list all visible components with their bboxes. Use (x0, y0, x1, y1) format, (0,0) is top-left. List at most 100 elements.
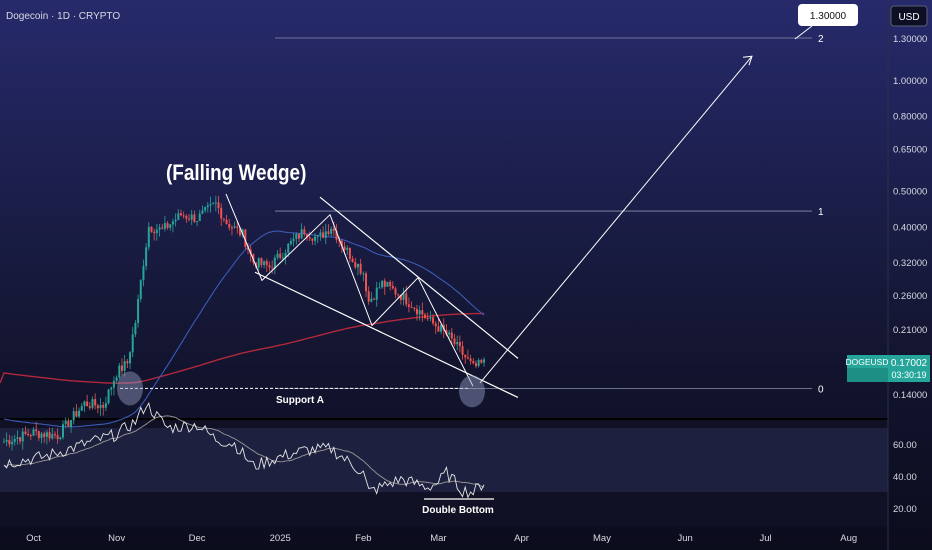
price-tag-ticker: DOGEUSD (846, 357, 889, 367)
candle-body (19, 437, 22, 442)
candle-body (80, 406, 83, 411)
candle-body (166, 223, 169, 228)
candle-body (72, 411, 75, 421)
price-tick-label: 0.40000 (893, 222, 927, 233)
candle-body (217, 202, 220, 208)
candle-body (212, 203, 215, 205)
time-tick-label: Jul (759, 533, 771, 544)
candle-body (381, 280, 384, 288)
candle-body (225, 219, 228, 224)
candle-body (327, 231, 330, 234)
candle-body (59, 437, 62, 440)
rsi-ma-line (3, 415, 485, 488)
candle-body (249, 249, 252, 255)
candle-body (27, 433, 30, 436)
projection-arrow (479, 55, 753, 384)
price-tag-value-bg (888, 355, 930, 382)
drawings (117, 55, 753, 500)
candle-body (370, 298, 373, 302)
candle-body (257, 258, 260, 268)
rsi-tick-label: 60.00 (893, 440, 917, 451)
price-tick-label: 0.50000 (893, 187, 927, 198)
candle-body (359, 263, 362, 274)
ma-slow-line (0, 312, 485, 384)
wedge-upper-line (319, 196, 519, 359)
candle-body (102, 404, 105, 408)
candle-body (137, 298, 140, 323)
candle-body (35, 429, 38, 432)
candle-body (311, 238, 314, 241)
rsi-indicator (3, 402, 485, 499)
candle-body (177, 213, 180, 220)
ma-fast-line (3, 230, 485, 428)
candle-body (185, 216, 188, 219)
candle-body (43, 433, 46, 437)
candle-body (284, 253, 287, 258)
candle-body (91, 399, 94, 408)
candle-body (306, 234, 309, 238)
candle-body (324, 231, 327, 238)
candle-body (405, 293, 408, 305)
candle-body (289, 240, 292, 244)
candle-body (147, 226, 150, 248)
candle-body (161, 227, 164, 229)
candle-body (445, 330, 448, 335)
price-tick-label: 0.21000 (893, 325, 927, 336)
candle-body (375, 287, 378, 300)
candle-body (354, 261, 357, 268)
candle-body (340, 240, 343, 247)
candle-body (238, 227, 241, 236)
candle-body (335, 230, 338, 240)
candle-body (432, 317, 435, 324)
time-tick-label: 2025 (270, 533, 291, 544)
candle-body (386, 281, 389, 287)
candle-body (214, 202, 217, 204)
candle-body (110, 387, 113, 390)
candle-body (145, 247, 148, 267)
candle-body (297, 233, 300, 239)
candle-body (362, 273, 365, 275)
candle-body (190, 214, 193, 220)
candle-body (40, 433, 43, 438)
candle-body (204, 207, 207, 211)
currency-box[interactable] (890, 5, 928, 27)
candle-body (295, 233, 298, 239)
candle-body (104, 403, 107, 408)
candle-body (83, 401, 86, 407)
candle-body (279, 253, 282, 258)
candle-body (343, 246, 346, 250)
candle-body (472, 361, 475, 364)
candle-body (453, 338, 456, 345)
candle-body (67, 420, 70, 427)
candle-body (64, 420, 67, 425)
candle-body (188, 218, 191, 220)
candle-body (94, 399, 97, 406)
candle-body (440, 324, 443, 332)
candle-body (367, 291, 370, 302)
candle-body (233, 226, 236, 228)
candle-body (407, 304, 410, 307)
candle-body (48, 432, 51, 439)
candle-body (174, 219, 177, 222)
rsi-axis: 60.00 40.00 20.00 (893, 440, 917, 515)
support-label: Support A (276, 395, 324, 406)
candle-body (126, 361, 129, 364)
candle-body (466, 357, 469, 359)
candle-body (37, 431, 40, 438)
candle-body (415, 308, 418, 315)
candle-body (244, 229, 247, 247)
price-tick-label: 0.32000 (893, 258, 927, 269)
candle-body (413, 307, 416, 309)
candle-body (51, 434, 54, 439)
candle-body (348, 247, 351, 259)
candle-body (209, 204, 212, 206)
candle-body (426, 317, 429, 319)
candle-body (131, 334, 134, 353)
candle-body (461, 346, 464, 355)
candle-body (182, 215, 185, 217)
time-tick-label: Oct (26, 533, 41, 544)
candle-body (206, 205, 209, 208)
price-tick-label: 0.65000 (893, 145, 927, 156)
candle-body (169, 224, 172, 228)
